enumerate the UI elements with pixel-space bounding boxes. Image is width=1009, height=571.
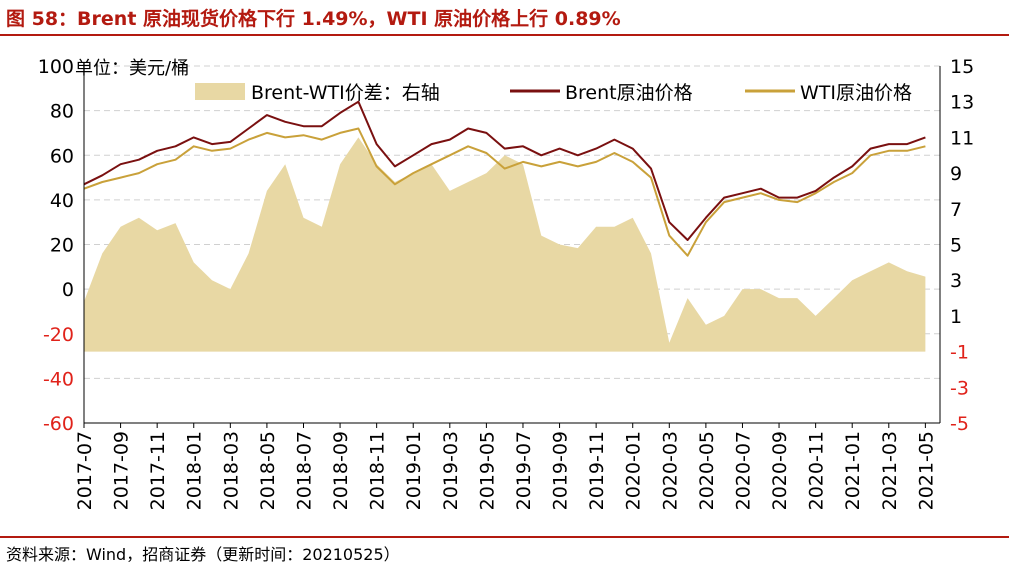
y-right-tick-label: 5 [950,235,962,257]
y-right-tick-label: 15 [950,56,974,78]
y-right-tick-label: -5 [950,413,969,435]
x-tick-label: 2018-09 [330,431,352,510]
x-tick-label: 2018-01 [184,431,206,510]
legend-swatch-spread [195,83,245,100]
x-tick-label: 2019-09 [550,431,572,510]
y-left-tick-label: 20 [50,235,74,257]
axes: 100 80 60 40 20 0 -20 -40 -60 15 13 11 9 7 5 3 1 -1 -3 -5 20… [38,56,974,510]
legend-label-wti: WTI原油价格 [800,82,912,104]
wti-line [83,127,926,257]
x-tick-label: 2020-05 [696,431,718,510]
y-right-tick-label: -1 [950,342,969,364]
legend-label-spread: Brent-WTI价差：右轴 [251,82,440,104]
y-right-tick-label: 1 [950,306,962,328]
legend: Brent-WTI价差：右轴 Brent原油价格 WTI原油价格 [195,82,912,104]
x-tick-label: 2019-05 [476,431,498,510]
y-left-unit-label: 单位：美元/桶 [75,58,189,79]
source-rule [0,536,1009,538]
x-tick-label: 2018-03 [220,431,242,510]
y-right-tick-label: 9 [950,163,962,185]
x-tick-label: 2018-11 [367,431,389,510]
page-title: 图 58：Brent 原油现货价格下行 1.49%，WTI 原油价格上行 0.8… [6,8,621,30]
y-left-tick-label: -40 [43,368,74,390]
x-tick-label: 2021-03 [879,431,901,510]
title-rule [0,34,1009,36]
y-left-tick-label: 60 [50,145,74,167]
spread-area [84,137,926,352]
x-tick-label: 2020-03 [659,431,681,510]
y-left-tick-label: -60 [43,413,74,435]
x-tick-label: 2017-11 [147,431,169,510]
x-tick-label: 2019-07 [513,431,535,510]
x-tick-label: 2018-07 [293,431,315,510]
x-tick-label: 2021-01 [842,431,864,510]
x-tick-label: 2017-07 [74,431,96,510]
y-left-tick-label: 0 [62,279,74,301]
x-tick-label: 2019-03 [440,431,462,510]
x-tick-label: 2021-05 [915,431,937,510]
x-tick-label: 2018-05 [257,431,279,510]
x-tick-label: 2020-01 [623,431,645,510]
spread-area-layer [84,137,926,352]
x-tick-label: 2019-11 [586,431,608,510]
x-tick-label: 2017-09 [111,431,133,510]
y-left-tick-label: 40 [50,190,74,212]
y-right-tick-label: 7 [950,199,962,221]
y-right-tick-label: 13 [950,92,974,114]
y-left-tick-label: -20 [43,324,74,346]
x-tick-label: 2020-07 [732,431,754,510]
y-left-tick-label: 80 [50,101,74,123]
y-right-tick-label: -3 [950,377,969,399]
y-right-tick-label: 11 [950,127,974,149]
legend-label-brent: Brent原油价格 [565,82,693,104]
y-left-tick-label: 100 [38,56,74,78]
source-note: 资料来源：Wind，招商证券（更新时间：20210525） [6,545,400,564]
price-chart: 100 80 60 40 20 0 -20 -40 -60 15 13 11 9 7 5 3 1 -1 -3 -5 20… [38,56,974,510]
x-tick-label: 2019-01 [403,431,425,510]
x-tick-label: 2020-09 [769,431,791,510]
price-lines-layer [83,100,926,257]
x-tick-label: 2020-11 [806,431,828,510]
y-right-tick-label: 3 [950,270,962,292]
brent-line [83,100,926,241]
